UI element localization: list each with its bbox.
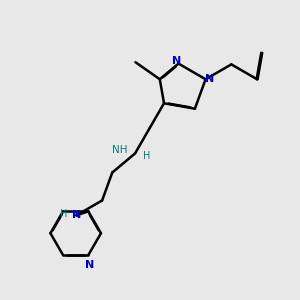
Text: H: H	[60, 209, 68, 219]
Text: NH: NH	[112, 146, 128, 155]
Text: N: N	[72, 210, 81, 220]
Text: N: N	[85, 260, 94, 270]
Text: N: N	[205, 74, 214, 84]
Text: N: N	[172, 56, 182, 66]
Text: H: H	[143, 151, 151, 161]
